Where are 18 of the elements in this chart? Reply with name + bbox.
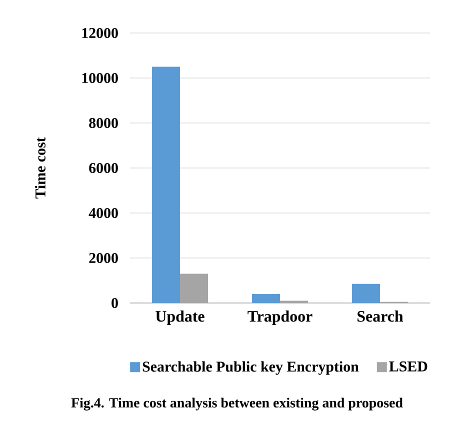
- y-tick-label: 4000: [88, 208, 118, 218]
- y-tick-label: 8000: [89, 118, 118, 128]
- legend-label: Searchable Public key Encryption: [142, 361, 359, 375]
- y-tick-label: 12000: [82, 28, 118, 38]
- bar: [252, 294, 280, 303]
- y-tick-label: 0: [112, 298, 118, 308]
- bar: [180, 274, 208, 303]
- bar: [152, 66, 180, 303]
- x-tick-label: Trapdoor: [248, 310, 312, 325]
- y-tick-label: 2000: [89, 252, 118, 264]
- legend-label: LSED: [389, 361, 428, 372]
- x-tick-label: Update: [156, 310, 204, 325]
- caption: Fig.4. Time cost analysis between existing and proposed: [71, 398, 403, 410]
- bar: [352, 284, 380, 303]
- y-axis-title: Time cost: [34, 137, 46, 199]
- y-tick-label: 10000: [82, 72, 118, 84]
- y-tick-label: 6000: [89, 162, 118, 174]
- x-tick-label: Search: [358, 310, 404, 322]
